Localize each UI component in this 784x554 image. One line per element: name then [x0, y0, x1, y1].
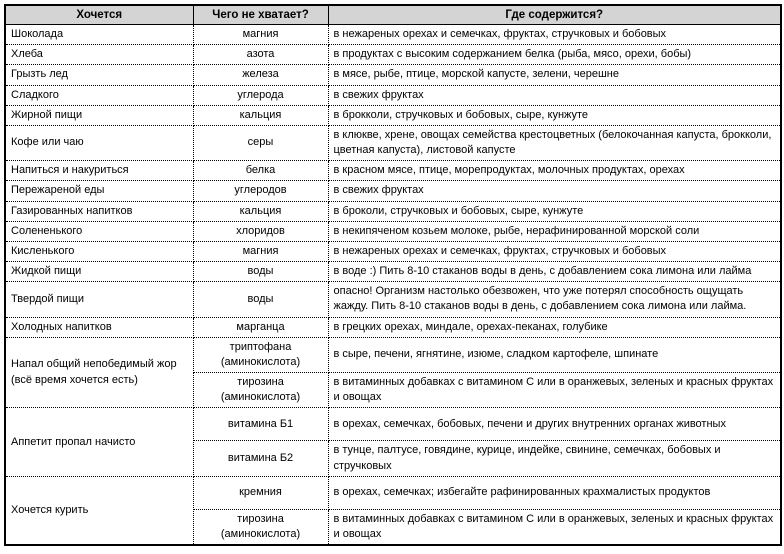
craving-cell: Аппетит пропал начисто [4, 407, 194, 477]
craving-cell: Напиться и накуриться [4, 160, 194, 182]
craving-cell: Твердой пищи [4, 281, 194, 318]
source-cell: в мясе, рыбе, птице, морской капусте, зе… [327, 64, 782, 86]
table-row: тирозина (аминокислота) в витаминных доба… [5, 508, 782, 546]
table-row: Кисленького магния в нежареных орехах и се… [4, 240, 782, 263]
table-row: Пережареной еды углеродов в свежих фруктах [4, 180, 782, 202]
craving-cell: Холодных напитков [4, 316, 194, 338]
craving-cell: Грызть лед [4, 64, 194, 86]
table-row: Твердой пищи воды опасно! Организм настоль… [4, 281, 782, 318]
table-row: Хлеба азота в продуктах с высоким содержан… [4, 44, 782, 66]
table-row: Солененького хлоридов в некипяченом козьем… [4, 220, 782, 242]
craving-cell: Хочется курить [4, 475, 194, 546]
lacking-cell: углерода [192, 84, 329, 106]
lacking-cell: воды [192, 281, 329, 318]
lacking-cell: магния [192, 23, 329, 46]
source-cell: в нежареных орехах и семечках, фруктах, … [327, 23, 782, 46]
table-row: Аппетит пропал начисто витамина Б1 в ореха… [4, 407, 782, 477]
craving-cell: Кофе или чаю [4, 124, 194, 162]
source-cell: в витаминных добавках с витамином С или … [327, 508, 782, 546]
source-cell: в воде :) Пить 8-10 стаканов воды в день… [327, 261, 782, 283]
lacking-cell: серы [192, 124, 329, 162]
craving-cell: Напал общий непобедимый жор (всё время х… [4, 336, 194, 409]
source-cell: в нежареных орехах и семечках, фруктах, … [327, 240, 782, 263]
craving-cell: Пережареной еды [4, 180, 194, 202]
table-row: Жидкой пищи воды в воде :) Пить 8-10 стака… [4, 261, 782, 283]
source-cell: в орехах, семечках; избегайте рафинирова… [327, 475, 782, 510]
table-row: Жирной пищи кальция в брокколи, стручковых… [4, 104, 782, 126]
table-row: Газированных напитков кальция в броколи, с… [4, 200, 782, 222]
craving-cell: Жирной пищи [4, 104, 194, 126]
table-row: Напиться и накуриться белка в красном мясе… [4, 160, 782, 182]
table-row: Холодных напитков марганца в грецких ореха… [4, 316, 782, 338]
lacking-cell: кремния [192, 475, 329, 510]
source-cell: в продуктах с высоким содержанием белка … [327, 44, 782, 66]
source-cell: в красном мясе, птице, морепродуктах, мо… [327, 160, 782, 182]
lacking-cell: углеродов [192, 180, 329, 202]
lacking-cell: воды [192, 261, 329, 283]
lacking-cell: магния [192, 240, 329, 263]
source-cell: в грецких орехах, миндале, орехах-пекана… [327, 316, 782, 338]
source-cell: опасно! Организм настолько обезвожен, чт… [327, 281, 782, 318]
lacking-cell: витамина Б2 [192, 440, 329, 477]
table-row: тирозина (аминокислота) в витаминных доба… [5, 372, 782, 409]
table-row: Сладкого углерода в свежих фруктах [4, 84, 782, 106]
header-craving: Хочется [4, 4, 194, 25]
source-cell: в броколи, стручковых и бобовых, сыре, к… [327, 200, 782, 222]
source-cell: в брокколи, стручковых и бобовых, сыре, … [327, 104, 782, 126]
table-row: Кофе или чаю серы в клюкве, хрене, овощах … [4, 124, 782, 162]
craving-cell: Газированных напитков [4, 200, 194, 222]
source-cell: в свежих фруктах [327, 84, 782, 106]
lacking-cell: белка [192, 160, 329, 182]
lacking-cell: марганца [192, 316, 329, 338]
lacking-cell: азота [192, 44, 329, 66]
craving-cell: Жидкой пищи [4, 261, 194, 283]
source-cell: в клюкве, хрене, овощах семейства кресто… [327, 124, 782, 162]
lacking-cell: хлоридов [192, 220, 329, 242]
source-cell: в свежих фруктах [327, 180, 782, 202]
table-row: Шоколада магния в нежареных орехах и семеч… [4, 23, 782, 46]
table-body: Шоколада магния в нежареных орехах и семеч… [4, 23, 782, 546]
table-row: витамина Б2 в тунце, палтусе, говядине, к… [5, 440, 782, 477]
craving-cell: Кисленького [4, 240, 194, 263]
header-lacking: Чего не хватает? [192, 4, 329, 25]
craving-cell: Сладкого [4, 84, 194, 106]
craving-cell: Хлеба [4, 44, 194, 66]
lacking-cell: тирозина (аминокислота) [192, 372, 329, 409]
source-cell: в тунце, палтусе, говядине, курице, инде… [327, 440, 782, 477]
table-row: Напал общий непобедимый жор (всё время х… [4, 336, 782, 409]
lacking-cell: триптофана (аминокислота) [192, 336, 329, 374]
lacking-cell: кальция [192, 200, 329, 222]
header-source: Где содержится? [327, 4, 782, 25]
craving-cell: Шоколада [4, 23, 194, 46]
source-cell: в некипяченом козьем молоке, рыбе, нераф… [327, 220, 782, 242]
source-cell: в орехах, семечках, бобовых, печени и др… [327, 407, 782, 442]
lacking-cell: витамина Б1 [192, 407, 329, 442]
table-row: Хочется курить кремния в орехах, семечках;… [4, 475, 782, 546]
table-row: Грызть лед железа в мясе, рыбе, птице, мор… [4, 64, 782, 86]
source-cell: в сыре, печени, ягнятине, изюме, сладком… [327, 336, 782, 374]
header-row: Хочется Чего не хватает? Где содержится? [4, 4, 782, 25]
source-cell: в витаминных добавках с витамином С или … [327, 372, 782, 409]
craving-cell: Солененького [4, 220, 194, 242]
cravings-table: Хочется Чего не хватает? Где содержится?… [4, 4, 782, 547]
lacking-cell: железа [192, 64, 329, 86]
lacking-cell: тирозина (аминокислота) [192, 508, 329, 546]
lacking-cell: кальция [192, 104, 329, 126]
